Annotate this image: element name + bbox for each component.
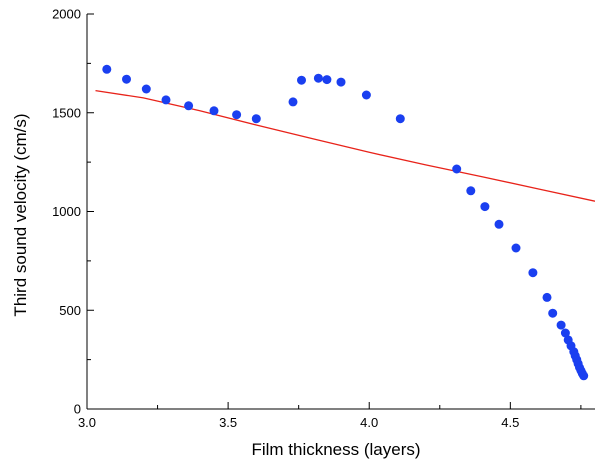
data-point xyxy=(543,293,552,302)
fit-line-layer xyxy=(96,91,595,202)
data-point xyxy=(495,220,504,229)
data-point xyxy=(337,78,346,87)
data-points-layer xyxy=(102,65,588,381)
data-point xyxy=(289,97,298,106)
data-point xyxy=(142,85,151,94)
data-point xyxy=(184,101,193,110)
data-point xyxy=(102,65,111,74)
data-point xyxy=(548,309,557,318)
data-point xyxy=(162,95,171,104)
data-point xyxy=(322,75,331,84)
data-point xyxy=(579,371,588,380)
y-tick-label: 2000 xyxy=(52,7,81,22)
data-point xyxy=(512,244,521,253)
y-axis-title: Third sound velocity (cm/s) xyxy=(11,113,30,316)
data-point xyxy=(396,114,405,123)
x-tick-label: 4.5 xyxy=(501,415,519,430)
data-point xyxy=(297,76,306,85)
data-point xyxy=(232,110,241,119)
data-point xyxy=(122,75,131,84)
y-tick-label: 500 xyxy=(59,303,81,318)
fit-curve-line xyxy=(96,91,595,202)
x-tick-label: 3.0 xyxy=(78,415,96,430)
data-point xyxy=(314,74,323,83)
data-point xyxy=(252,114,261,123)
data-point xyxy=(480,202,489,211)
data-point xyxy=(362,91,371,100)
data-point xyxy=(452,165,461,174)
x-tick-label: 3.5 xyxy=(219,415,237,430)
y-tick-label: 1500 xyxy=(52,105,81,120)
y-tick-label: 1000 xyxy=(52,204,81,219)
data-point xyxy=(210,106,219,115)
data-point xyxy=(557,321,566,330)
x-tick-label: 4.0 xyxy=(360,415,378,430)
data-point xyxy=(528,268,537,277)
data-point xyxy=(466,186,475,195)
x-axis-title: Film thickness (layers) xyxy=(251,440,420,459)
